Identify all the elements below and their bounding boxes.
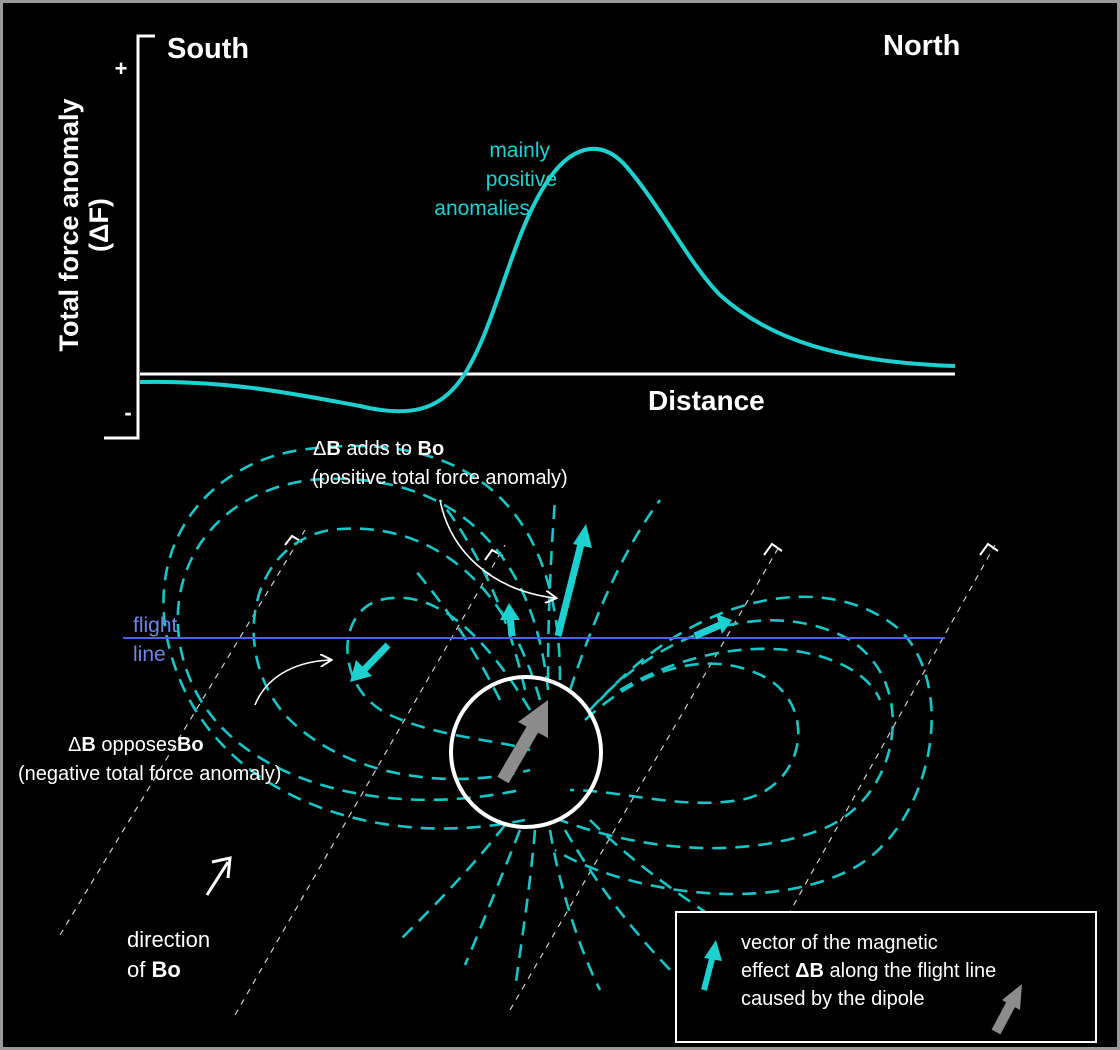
profile-plot: + - Total force anomaly (ΔF) South North… [54, 30, 960, 438]
opposes-pointer [255, 660, 330, 705]
north-label: North [883, 30, 960, 62]
positive-label: positive [486, 168, 557, 191]
vector-center-small [500, 603, 520, 636]
legend-line-3: caused by the dipole [741, 988, 924, 1010]
south-label: South [167, 33, 249, 65]
y-axis-title: Total force anomaly [54, 98, 84, 351]
anomalies-label: anomalies [434, 197, 530, 220]
y-axis-symbol: (ΔF) [84, 198, 114, 252]
minus-label: - [124, 400, 131, 425]
vector-left [350, 645, 388, 682]
line-label: line [133, 643, 166, 666]
distance-label: Distance [648, 385, 765, 416]
opposes-label: ΔB opposesBo [68, 734, 204, 756]
vector-center-large [558, 524, 592, 636]
dipole-arrow [503, 700, 548, 780]
flight-label: flight [133, 614, 178, 637]
adds-label: ΔB adds to Bo [313, 438, 444, 460]
delta-b-vectors [350, 524, 732, 682]
legend-line-2: effect ΔB along the flight line [741, 960, 996, 982]
direction-label: direction [127, 927, 210, 952]
bo-direction-arrow [207, 858, 230, 895]
legend: vector of the magnetic effect ΔB along t… [676, 912, 1096, 1042]
plus-label: + [115, 56, 128, 81]
of-bo-label: of Bo [127, 957, 181, 982]
adds-subtitle: (positive total force anomaly) [312, 467, 568, 489]
opposes-subtitle: (negative total force anomaly) [18, 763, 281, 785]
legend-line-1: vector of the magnetic [741, 932, 938, 954]
mainly-label: mainly [489, 139, 550, 162]
